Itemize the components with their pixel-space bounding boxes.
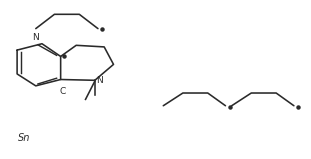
Text: N: N <box>32 33 39 42</box>
Text: C: C <box>59 87 65 96</box>
Text: N: N <box>96 76 103 85</box>
Text: Sn: Sn <box>18 133 30 143</box>
